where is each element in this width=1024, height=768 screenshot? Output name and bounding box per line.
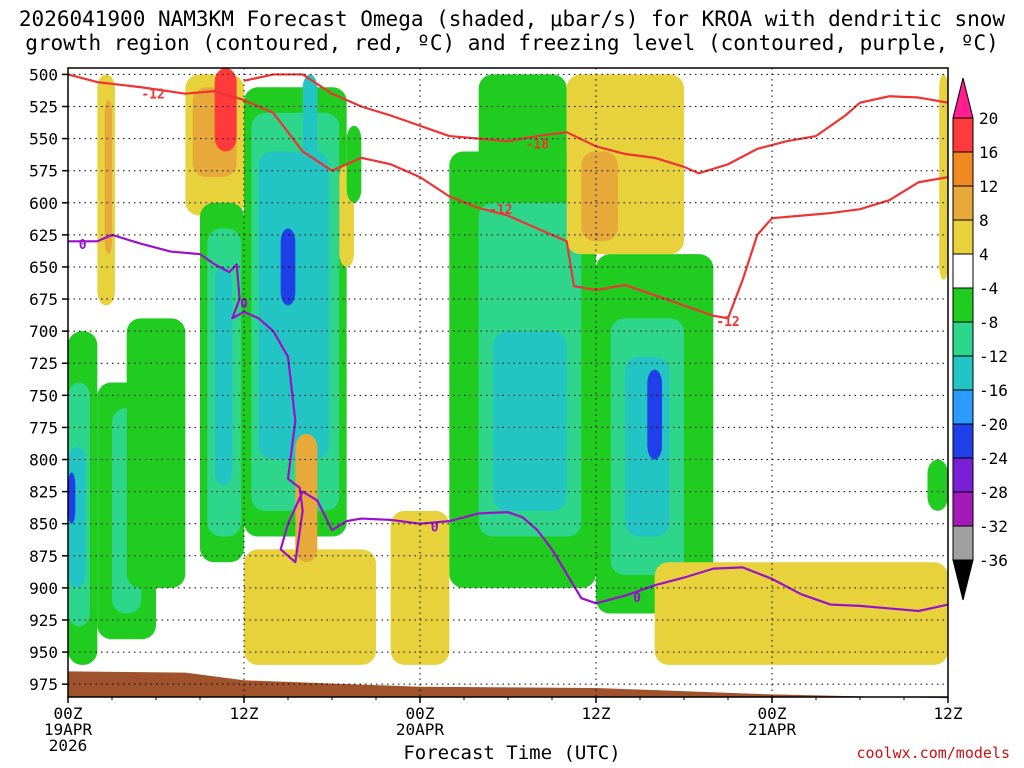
contour-label: -12 (716, 315, 739, 330)
colorbar-label: -16 (979, 381, 1008, 400)
y-tick-label: 575 (29, 162, 58, 181)
omega-cell (126, 318, 186, 588)
colorbar-label: 20 (979, 109, 998, 128)
y-tick-label: 825 (29, 483, 58, 502)
y-tick-label: 600 (29, 194, 58, 213)
y-tick-label: 850 (29, 515, 58, 534)
contour-label: 0 (240, 297, 248, 312)
x-axis-title: Forecast Time (UTC) (403, 742, 621, 764)
colorbar-swatch (952, 457, 974, 493)
y-tick-label: 750 (29, 386, 58, 405)
y-tick-label: 675 (29, 290, 58, 309)
colorbar-swatch (952, 219, 974, 255)
x-tick-label: 19APR (44, 720, 93, 739)
colorbar-label: 8 (979, 211, 989, 230)
omega-cell (346, 125, 362, 203)
x-tick-label: 00Z (758, 704, 787, 723)
omega-cell (581, 151, 618, 242)
colorbar-swatch (952, 185, 974, 221)
x-tick-label: 21APR (748, 720, 797, 739)
y-tick-label: 700 (29, 322, 58, 341)
y-tick-label: 525 (29, 98, 58, 117)
chart-title-line2: growth region (contoured, red, ºC) and f… (25, 31, 999, 55)
omega-shading (68, 68, 948, 699)
omega-cell (244, 549, 376, 665)
freezing-level-line (68, 233, 949, 613)
colorbar-label: 4 (979, 245, 989, 264)
omega-cell (214, 266, 233, 486)
x-tick-label: 20APR (396, 720, 445, 739)
x-tick-label: 00Z (54, 704, 83, 723)
y-tick-label: 725 (29, 354, 58, 373)
colorbar-swatch (952, 389, 974, 425)
x-tick-label: 12Z (582, 704, 611, 723)
colorbar-swatch (952, 287, 974, 323)
contour-label: -12 (489, 203, 512, 218)
x-tick-label: 2026 (49, 736, 88, 755)
y-tick-label: 500 (29, 65, 58, 84)
y-axis: 500 525 550 575 600 625 650 675 700 725 750 775 800 8… (29, 65, 68, 694)
y-tick-label: 975 (29, 675, 58, 694)
contour-lines: -12 -12 -12 -18 0 0 0 0 (67, 73, 949, 613)
colorbar-swatch (952, 253, 974, 289)
y-tick-label: 650 (29, 258, 58, 277)
y-tick-label: 925 (29, 611, 58, 630)
colorbar-label: 16 (979, 143, 998, 162)
contour-label: -12 (141, 88, 164, 103)
dendritic-contour-line (243, 73, 949, 175)
colorbar-label: -36 (979, 551, 1008, 570)
omega-cell (214, 68, 237, 152)
y-tick-label: 950 (29, 643, 58, 662)
gridlines (67, 68, 949, 697)
omega-cell (647, 369, 662, 460)
colorbar-label: -24 (979, 449, 1008, 468)
dendritic-contour-line (726, 176, 949, 319)
colorbar-swatch (952, 355, 974, 391)
colorbar-swatch (952, 151, 974, 187)
omega-cell (104, 100, 112, 255)
chart-title-line1: 2026041900 NAM3KM Forecast Omega (shaded… (18, 7, 1006, 31)
colorbar-label: -28 (979, 483, 1008, 502)
colorbar-label: -20 (979, 415, 1008, 434)
omega-cell (493, 331, 567, 511)
colorbar-swatch (952, 423, 974, 459)
colorbar-swatch (952, 117, 974, 153)
omega-cell (258, 151, 330, 460)
y-tick-label: 900 (29, 579, 58, 598)
omega-cell (927, 459, 948, 511)
colorbar-swatch (952, 321, 974, 357)
colorbar-label: -8 (979, 313, 998, 332)
colorbar-label: -32 (979, 517, 1008, 536)
y-tick-label: 625 (29, 226, 58, 245)
colorbar-swatch (952, 77, 974, 119)
x-tick-label: 00Z (406, 704, 435, 723)
colorbar-swatch (952, 491, 974, 527)
dendritic-contour-line (67, 73, 729, 320)
colorbar-swatch (952, 525, 974, 561)
omega-cell (68, 472, 76, 524)
contour-label: 0 (431, 520, 439, 535)
credit-text: coolwx.com/models (856, 744, 1010, 762)
x-tick-label: 12Z (230, 704, 259, 723)
contour-label: 0 (79, 238, 87, 253)
colorbar-label: -12 (979, 347, 1008, 366)
x-tick-label: 12Z (934, 704, 963, 723)
y-tick-label: 550 (29, 130, 58, 149)
terrain-ground (68, 671, 948, 699)
y-tick-label: 800 (29, 451, 58, 470)
colorbar-swatch (952, 559, 974, 601)
colorbar-label: -4 (979, 279, 998, 298)
colorbar-label: 12 (979, 177, 998, 196)
contour-label: 0 (633, 591, 641, 606)
y-tick-label: 775 (29, 418, 58, 437)
colorbar: 20 16 12 8 4 -4 -8 -12 -16 -20 -24 -28 -32 -36 (952, 77, 1008, 601)
contour-label: -18 (526, 138, 550, 153)
y-tick-label: 875 (29, 547, 58, 566)
